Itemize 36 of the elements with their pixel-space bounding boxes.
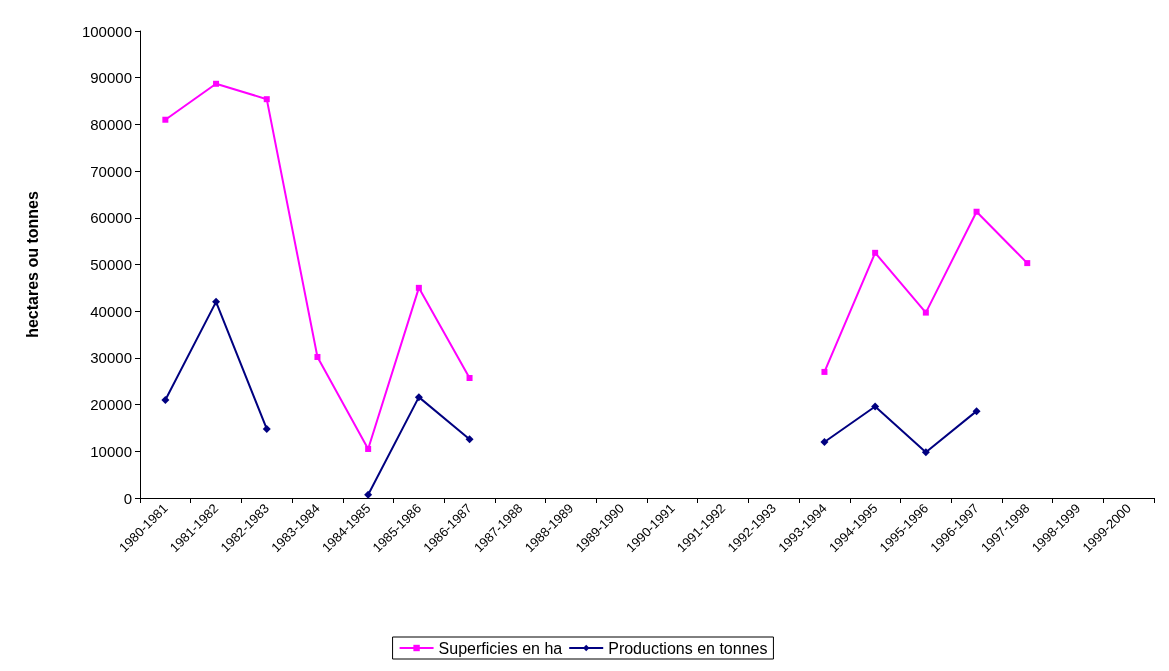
point — [465, 435, 474, 444]
y-tick-label: 50000 — [90, 256, 132, 273]
y-tick-label: 100000 — [81, 22, 132, 40]
point — [314, 353, 321, 360]
point — [821, 368, 828, 375]
point — [364, 490, 373, 499]
y-tick-label: 80000 — [90, 115, 132, 133]
point — [263, 96, 270, 103]
point — [921, 448, 930, 457]
point — [871, 402, 880, 411]
y-axis-title: hectares ou tonnes — [23, 191, 41, 338]
point — [973, 208, 980, 215]
point — [466, 374, 473, 381]
y-tick-label: 20000 — [90, 396, 132, 414]
y-tick-label: 90000 — [90, 69, 132, 87]
point — [414, 393, 423, 402]
point — [365, 445, 372, 452]
point — [872, 249, 879, 256]
legend-label: Superficies en ha — [438, 639, 563, 657]
legend-label: Productions en tonnes — [608, 639, 768, 657]
point — [1024, 260, 1031, 267]
point — [212, 297, 221, 306]
y-tick-label: 60000 — [90, 209, 132, 227]
y-tick-label: 0 — [123, 489, 132, 507]
point — [922, 309, 929, 316]
y-tick-label: 70000 — [90, 162, 132, 180]
y-tick-label: 40000 — [90, 302, 132, 320]
point — [415, 284, 422, 291]
y-tick-label: 30000 — [90, 349, 132, 367]
point — [162, 116, 169, 123]
point — [972, 407, 981, 416]
point — [213, 80, 220, 87]
point — [161, 395, 170, 404]
point — [820, 437, 829, 446]
point — [262, 424, 271, 433]
y-tick-label: 10000 — [90, 442, 132, 460]
